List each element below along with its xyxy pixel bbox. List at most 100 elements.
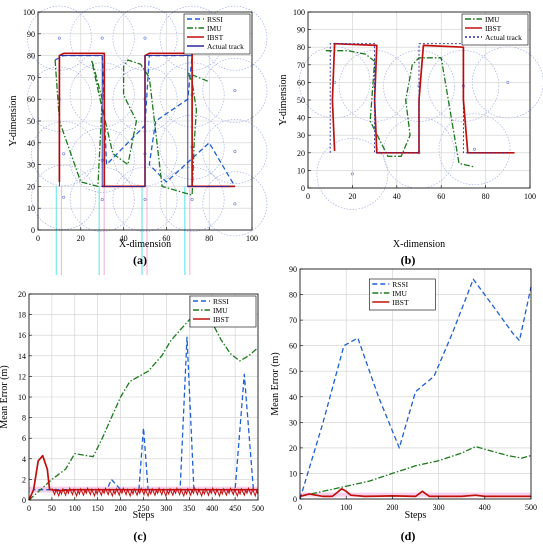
series-line-actual-track [329,43,508,154]
x-tick-label: 0 [306,192,310,201]
legend-label: IBST [207,33,224,42]
panel-label: (b) [401,253,416,267]
x-tick-label: 200 [386,503,398,512]
x-tick-label: 500 [525,503,537,512]
y-tick-label: 70 [27,73,35,82]
panel-label: (c) [133,529,146,543]
x-tick-label: 20 [77,234,85,243]
x-axis-label: Steps [133,510,155,521]
y-tick-label: 70 [297,61,305,70]
series-line-imu [325,50,475,168]
anchor-circle [202,171,268,237]
anchor-circle [202,58,268,123]
x-tick-label: 60 [162,234,170,243]
panel-label: (a) [133,253,147,267]
y-tick-label: 100 [23,8,35,17]
y-tick-label: 30 [289,418,297,427]
anchor-point [190,197,194,201]
y-tick-label: 4 [22,455,26,464]
y-tick-label: 50 [27,117,35,126]
y-tick-label: 60 [27,95,35,104]
series-line-imu [54,59,210,196]
y-tick-label: 70 [289,316,297,325]
y-tick-label: 10 [289,469,297,478]
legend-label: RSSI [207,15,223,24]
y-tick-label: 80 [27,52,35,61]
anchor-point [100,197,104,201]
y-tick-label: 0 [301,184,305,193]
y-tick-label: 12 [18,372,26,381]
x-tick-label: 60 [437,192,445,201]
anchor-point [143,36,147,40]
y-tick-label: 8 [22,414,26,423]
series-line-ibst-noise [51,486,259,498]
series-line-ibst [299,487,531,498]
legend-label: RSSI [213,297,229,306]
y-tick-label: 50 [297,96,305,105]
anchor-point [57,36,61,40]
x-tick-label: 450 [229,504,241,513]
legend-label: IMU [392,289,407,298]
legend-label: IMU [207,24,222,33]
anchor-circle [202,5,268,71]
anchor-circle [31,121,97,187]
series-line-imu [28,313,259,501]
x-tick-label: 400 [479,503,491,512]
legend-box [183,13,251,55]
y-axis-label: Y-dimension [8,95,19,146]
noise-band [300,492,531,497]
y-tick-label: 100 [293,8,305,17]
anchor-point [233,88,237,92]
anchor-point [233,202,237,206]
x-tick-label: 100 [246,234,258,243]
y-tick-label: 80 [289,291,297,300]
legend-label: IMU [213,306,228,315]
x-tick-label: 300 [160,504,172,513]
panel-label: (d) [401,529,416,543]
anchor-circle [438,113,511,186]
series-line-ibst [28,454,258,501]
y-tick-label: 20 [289,444,297,453]
x-tick-label: 150 [92,504,104,513]
x-tick-label: 100 [69,504,81,513]
y-tick-label: 60 [297,78,305,87]
x-tick-label: 80 [205,234,213,243]
anchor-circle [69,5,135,71]
x-tick-label: 100 [524,192,536,201]
anchor-circle [31,164,97,230]
y-tick-label: 20 [297,149,305,158]
y-tick-label: 40 [27,139,35,148]
x-tick-label: 40 [120,234,128,243]
panel-1: 0 20 40 60 80 100 0 10 20 30 40 50 60 70 80 90 100 X-dime… [8,5,268,275]
x-tick-label: 250 [138,504,150,513]
y-tick-label: 16 [18,331,26,340]
series-line-rssi [299,278,532,500]
x-tick-label: 300 [433,503,445,512]
legend-label: IMU [485,15,500,24]
y-tick-label: 90 [27,30,35,39]
y-axis-label: Mean Error (m) [270,352,281,415]
y-tick-label: 10 [297,166,305,175]
panel-4: 0 100 200 300 400 500 0 10 20 30 40 50 60 70 80 90 Steps… [270,265,537,543]
y-tick-label: 40 [297,114,305,123]
anchor-circle [383,50,455,122]
x-axis-label: X-dimension [119,239,171,250]
series-line-actual-track [58,55,231,187]
y-tick-label: 50 [289,367,297,376]
x-tick-label: 0 [27,504,31,513]
y-tick-label: 30 [27,161,35,170]
anchor-circle [316,138,389,210]
anchor-circle [427,50,500,122]
y-tick-label: 40 [289,393,297,402]
y-tick-label: 30 [297,131,305,140]
anchor-point [100,36,104,40]
x-tick-label: 20 [348,192,356,201]
y-tick-label: 10 [27,204,35,213]
y-tick-label: 6 [22,434,26,443]
y-tick-label: 80 [297,43,305,52]
y-tick-label: 0 [31,226,35,235]
anchor-point [472,147,476,151]
anchor-circle [338,50,411,122]
panel-2: 0 20 40 60 80 100 0 10 20 30 40 50 60 70 80 90 100 X-dime… [278,8,543,267]
